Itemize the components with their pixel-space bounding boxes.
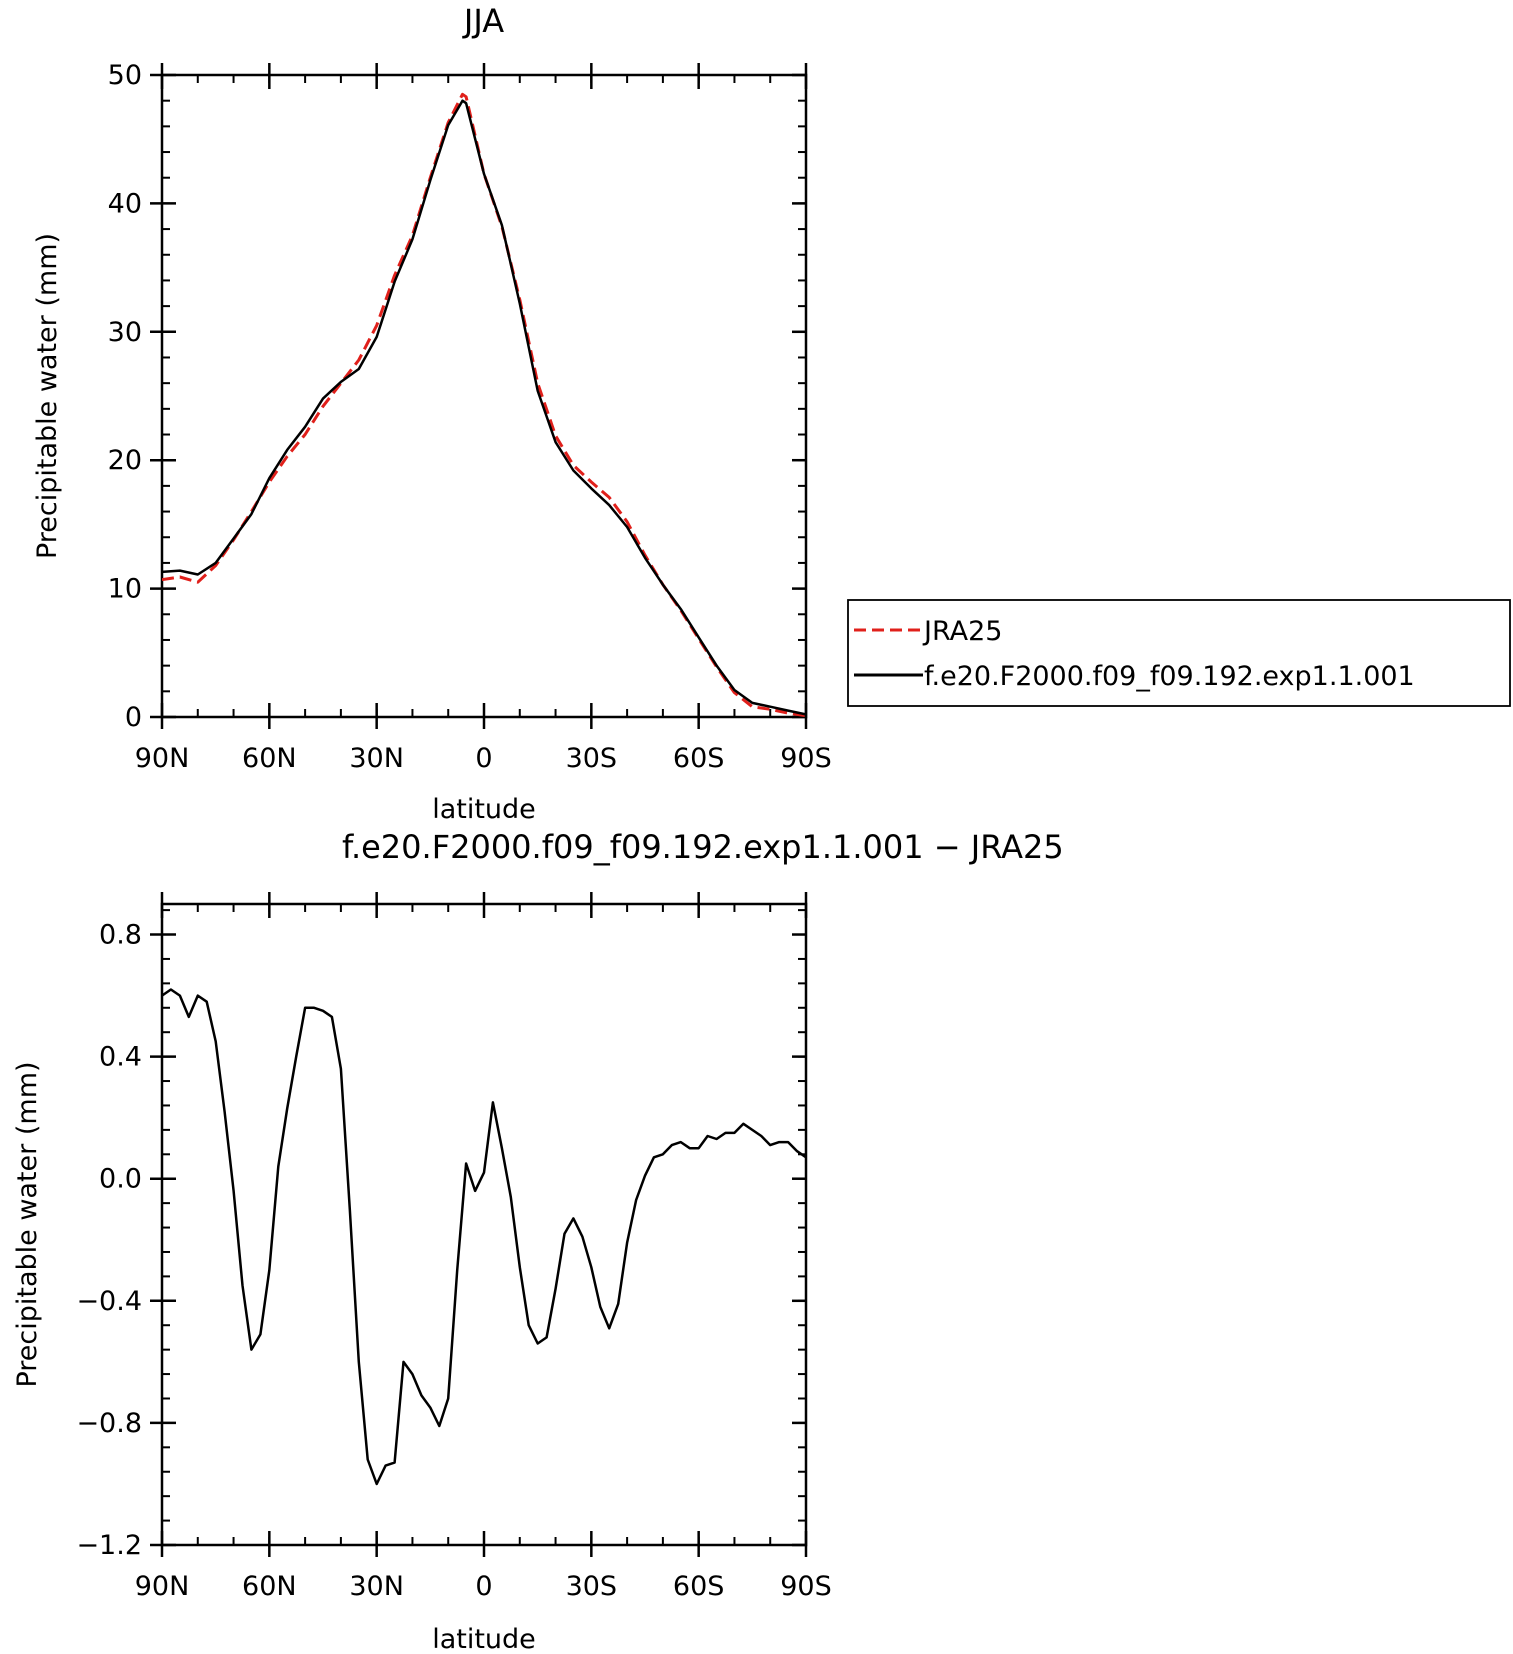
x-tick-label: 90N	[135, 1571, 190, 1602]
chart-1: 0 10 20 30 40 50 90N 60N 30N 0 30S 60S 90S JJA latitud…	[32, 2, 1511, 825]
y-tick-label: −0.4	[76, 1286, 142, 1317]
x-axis-title: latitude	[432, 1624, 536, 1654]
y-tick-label: 20	[108, 445, 142, 476]
x-tick-label: 0	[475, 1571, 492, 1602]
series-line-f-e20-f2000-f09-f09-192-exp1-1-001	[162, 99, 806, 716]
x-tick-label: 60N	[242, 743, 297, 774]
x-tick-label: 90S	[780, 1571, 832, 1602]
x-axis-title: latitude	[432, 794, 536, 825]
y-tick-label: 50	[108, 60, 142, 91]
x-tick-label: 60S	[673, 743, 725, 774]
y-axis-title: Precipitable water (mm)	[12, 1061, 43, 1387]
y-tick-label: 40	[108, 188, 142, 219]
x-tick-label: 60S	[673, 1571, 725, 1602]
y-tick-label: 0.0	[99, 1164, 142, 1195]
y-tick-label: 30	[108, 317, 142, 348]
x-tick-label: 30S	[566, 743, 618, 774]
x-tick-label: 60N	[242, 1571, 297, 1602]
plot-frame	[160, 902, 808, 1547]
legend-label: JRA25	[922, 616, 1002, 647]
x-tick-label: 30N	[349, 743, 404, 774]
legend: JRA25 f.e20.F2000.f09_f09.192.exp1.1.001	[847, 599, 1511, 707]
legend-label: f.e20.F2000.f09_f09.192.exp1.1.001	[924, 661, 1415, 692]
series-line-jra25	[162, 92, 806, 717]
plot-title: JJA	[462, 2, 504, 40]
chart-2: 0.8 0.4 0.0 −0.4 −0.8 −1.2 90N 60N 30N 0 30S 60S 90S…	[12, 828, 1064, 1654]
y-tick-label: 10	[108, 574, 142, 605]
y-tick-label: −0.8	[76, 1408, 142, 1439]
plot-title: f.e20.F2000.f09_f09.192.exp1.1.001 − JRA…	[342, 828, 1064, 866]
y-tick-label: −1.2	[76, 1530, 142, 1561]
series-line-difference	[162, 988, 806, 1486]
legend-box	[847, 599, 1511, 707]
x-tick-label: 30S	[566, 1571, 618, 1602]
y-tick-label: 0.4	[99, 1042, 142, 1073]
y-tick-label: 0.8	[99, 920, 142, 951]
x-tick-label: 90S	[780, 743, 832, 774]
y-axis-title: Precipitable water (mm)	[32, 233, 63, 559]
x-tick-label: 30N	[349, 1571, 404, 1602]
y-tick-label: 0	[125, 702, 142, 733]
x-tick-label: 0	[475, 743, 492, 774]
x-tick-label: 90N	[135, 743, 190, 774]
